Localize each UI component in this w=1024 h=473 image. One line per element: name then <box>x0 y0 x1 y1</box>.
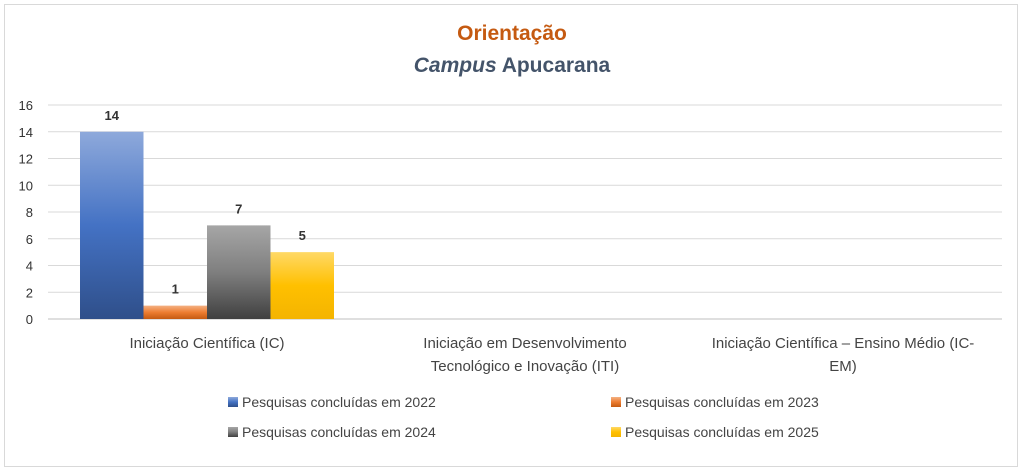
chart-frame <box>4 4 1018 467</box>
legend-label: Pesquisas concluídas em 2022 <box>242 394 436 410</box>
y-tick-label: 16 <box>19 98 33 113</box>
x-category-label: Tecnológico e Inovação (ITI) <box>431 358 619 375</box>
legend-label: Pesquisas concluídas em 2024 <box>242 424 436 440</box>
y-tick-label: 4 <box>26 259 33 274</box>
x-category-label: EM) <box>829 358 857 375</box>
data-label: 14 <box>105 108 120 123</box>
legend-label: Pesquisas concluídas em 2023 <box>625 394 819 410</box>
legend-swatch <box>228 427 238 437</box>
y-tick-label: 14 <box>19 125 33 140</box>
data-label: 7 <box>235 201 242 216</box>
y-tick-label: 6 <box>26 232 33 247</box>
data-label: 5 <box>299 228 306 243</box>
y-axis-ticks: 0 2 4 6 8 10 12 14 16 <box>19 98 33 327</box>
y-tick-label: 8 <box>26 205 33 220</box>
data-labels: 14 1 7 5 <box>105 108 306 297</box>
bars <box>80 131 334 319</box>
legend-swatch <box>228 397 238 407</box>
y-tick-label: 0 <box>26 312 33 327</box>
x-category-label: Iniciação Científica – Ensino Médio (IC- <box>712 335 975 352</box>
legend-swatch <box>611 427 621 437</box>
gridlines <box>48 104 1002 320</box>
chart-title: Orientação <box>457 22 567 45</box>
data-label: 1 <box>172 282 179 297</box>
y-tick-label: 2 <box>26 285 33 300</box>
bar <box>143 305 207 319</box>
bar <box>207 225 271 319</box>
legend-swatch <box>611 397 621 407</box>
chart-subtitle: Campus Apucarana <box>0 54 1024 78</box>
y-tick-label: 10 <box>19 178 33 193</box>
bar <box>270 252 334 319</box>
chart-subtitle-italic: Campus <box>413 54 497 77</box>
x-category-label: Iniciação em Desenvolvimento <box>423 335 626 352</box>
legend-label: Pesquisas concluídas em 2025 <box>625 424 819 440</box>
legend: Pesquisas concluídas em 2022 Pesquisas co… <box>228 394 819 440</box>
y-tick-label: 12 <box>19 152 33 167</box>
x-axis-categories: Iniciação Científica (IC) Iniciação em De… <box>129 335 974 375</box>
bar <box>80 131 144 319</box>
chart-subtitle-rest: Apucarana <box>501 54 611 77</box>
x-category-label: Iniciação Científica (IC) <box>129 335 284 352</box>
